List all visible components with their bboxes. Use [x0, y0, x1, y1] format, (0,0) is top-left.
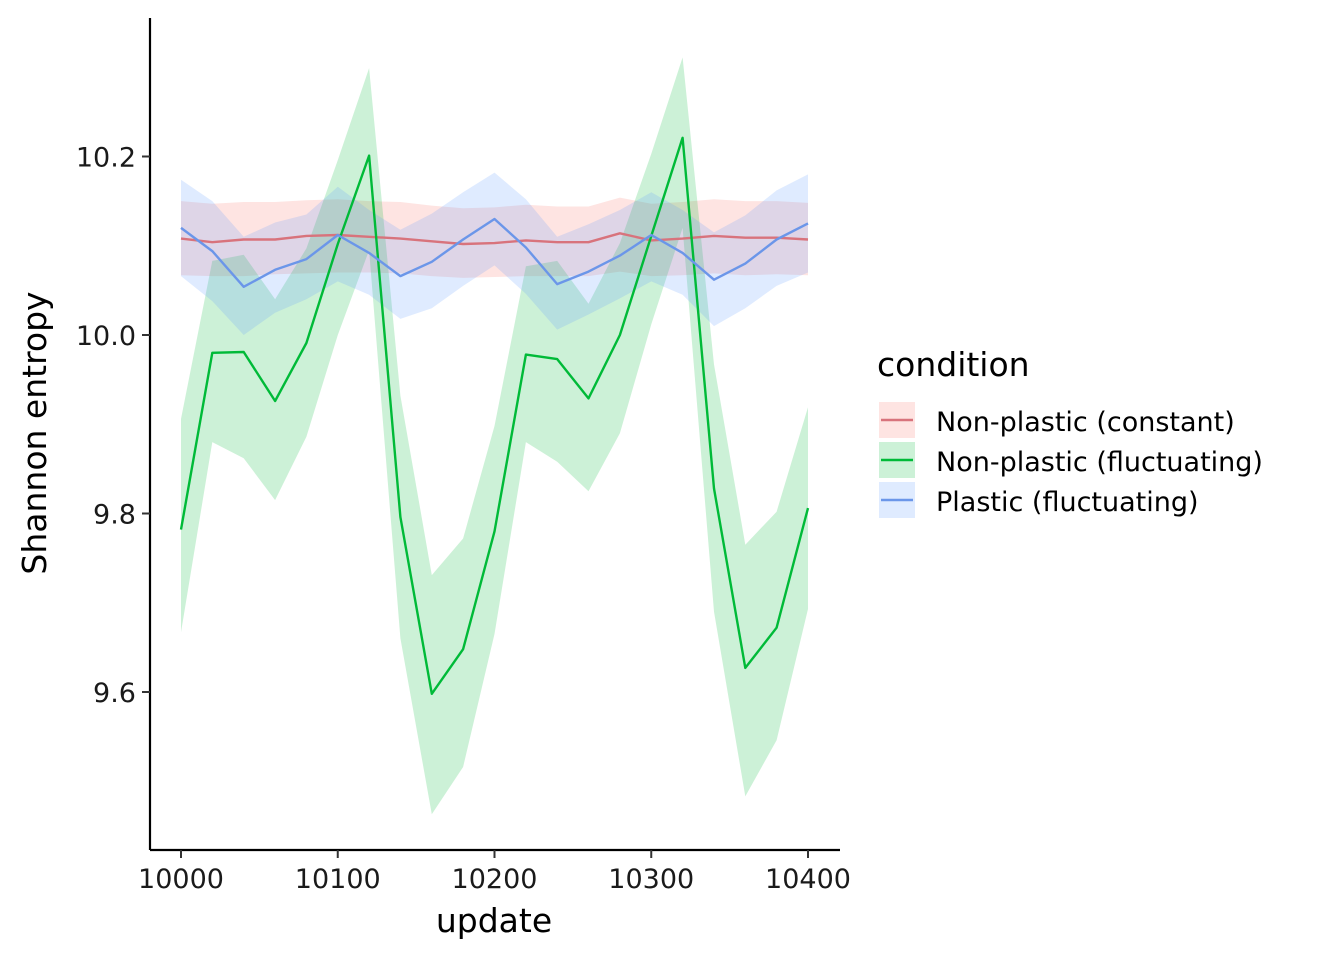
y-tick-label-0: 9.6: [93, 678, 136, 709]
x-tick-label-10300: 10300: [608, 864, 694, 895]
x-axis-title: update: [436, 901, 552, 940]
axes: 10000 10100 10200 10300 10400 9.6 9.8 10.0 10.2: [76, 18, 851, 895]
legend-label-plastic-fluctuating: Plastic (fluctuating): [936, 487, 1199, 518]
band-plastic-fluctuating: [181, 172, 808, 335]
x-tick-label-10000: 10000: [138, 864, 224, 895]
line-non-plastic-constant: [180, 232, 809, 246]
band-non-plastic-fluctuating: [181, 57, 808, 815]
x-tick-label-10200: 10200: [452, 864, 538, 895]
confidence-bands: [181, 57, 808, 815]
legend: condition Non-plastic (constant) Non-plas…: [877, 345, 1263, 518]
legend-label-non-plastic-constant: Non-plastic (constant): [936, 407, 1235, 438]
band-non-plastic-constant: [181, 197, 808, 278]
x-tick-label-10400: 10400: [765, 864, 851, 895]
series-lines: [179, 136, 810, 695]
line-non-plastic-fluctuating: [179, 136, 810, 695]
y-axis-title: Shannon entropy: [15, 291, 54, 574]
y-tick-label-2: 10.0: [76, 321, 136, 352]
legend-title: condition: [877, 345, 1030, 384]
legend-label-non-plastic-fluctuating: Non-plastic (fluctuating): [936, 447, 1263, 478]
y-tick-label-3: 10.2: [76, 143, 136, 174]
y-tick-label-1: 9.8: [93, 500, 136, 531]
x-tick-label-10100: 10100: [295, 864, 381, 895]
line-plastic-fluctuating: [180, 217, 809, 288]
